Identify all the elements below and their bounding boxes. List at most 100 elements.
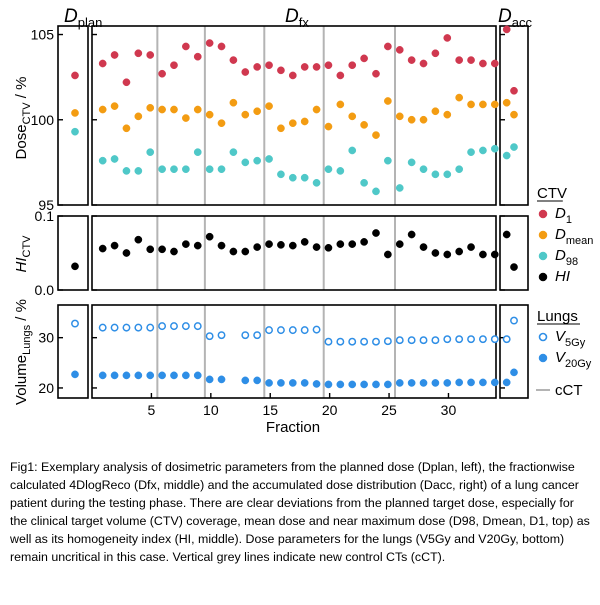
point-HI	[336, 240, 345, 248]
point-Dmean	[300, 117, 309, 126]
point-D1	[431, 49, 440, 58]
point-D1	[300, 63, 309, 71]
plan-point-V5Gy	[71, 319, 79, 328]
point-V20Gy	[312, 380, 321, 388]
point-HI	[360, 238, 368, 246]
point-D98	[110, 155, 119, 163]
point-D98	[372, 187, 380, 196]
point-D98	[419, 165, 428, 174]
point-D98	[360, 178, 368, 187]
point-V5Gy	[502, 335, 511, 344]
x-tick-label: 30	[441, 402, 457, 418]
legend-marker-D1	[538, 209, 548, 219]
point-D98	[158, 165, 166, 174]
point-V20Gy	[479, 378, 487, 387]
legend-label-V20Gy: V20Gy	[555, 349, 592, 370]
point-V5Gy	[336, 337, 345, 346]
y-labels: DoseCTV / % HICTV VolumeLungs / %	[13, 77, 33, 405]
point-V5Gy	[467, 335, 475, 344]
point-D1	[348, 61, 357, 70]
point-V20Gy	[122, 371, 131, 380]
point-Dmean	[431, 107, 440, 116]
point-D98	[182, 165, 190, 174]
point-V20Gy	[384, 380, 392, 389]
point-Dmean	[395, 112, 404, 121]
point-D98	[98, 156, 107, 165]
point-D98	[324, 165, 333, 174]
acc-point-V5Gy	[510, 316, 518, 325]
point-V5Gy	[300, 326, 309, 335]
point-V20Gy	[395, 379, 404, 387]
point-D1	[217, 42, 226, 51]
point-Dmean	[217, 119, 226, 128]
x-axis-label: Fraction	[266, 419, 320, 436]
point-Dmean	[479, 100, 487, 109]
legend-marker-V5Gy	[538, 332, 548, 342]
point-V20Gy	[110, 371, 119, 380]
point-V5Gy	[288, 326, 297, 335]
point-D1	[193, 52, 202, 61]
x-tick-label: 5	[148, 402, 156, 418]
point-HI	[372, 229, 380, 237]
point-HI	[110, 241, 119, 250]
legend-title-ctv: CTV	[537, 185, 567, 202]
point-V5Gy	[348, 337, 357, 346]
point-D98	[336, 167, 345, 175]
acc-point-Dmean	[510, 110, 518, 119]
legend-label-D98: D98	[555, 247, 578, 268]
plan-point-HI	[71, 262, 79, 271]
point-D1	[122, 78, 131, 87]
point-Dmean	[253, 107, 262, 116]
point-HI	[395, 240, 404, 248]
point-V20Gy	[455, 378, 464, 387]
point-Dmean	[170, 105, 178, 114]
point-V20Gy	[98, 371, 107, 380]
point-D98	[265, 155, 273, 163]
lungs-panel: 20 30 5 10 15 20 25 30	[38, 304, 529, 418]
point-HI	[158, 245, 166, 254]
point-V5Gy	[134, 323, 143, 332]
point-HI	[455, 247, 464, 256]
point-V5Gy	[98, 323, 107, 332]
point-V20Gy	[336, 380, 345, 389]
y-tick-label: 105	[31, 27, 55, 43]
legend-label-cct: cCT	[555, 382, 583, 399]
figure: Dplan Dfx Dacc 95 100 105 0.0 0.1 20 30 5 10 15…	[13, 6, 593, 436]
header-fx-sub: fx	[299, 15, 310, 30]
y-tick-label: 20	[38, 380, 54, 396]
y-tick-label: 0.0	[35, 282, 55, 298]
point-D98	[455, 165, 464, 174]
point-V5Gy	[146, 323, 155, 332]
point-HI	[170, 247, 178, 256]
point-V20Gy	[205, 375, 214, 384]
point-D1	[312, 63, 321, 71]
y-tick-label: 95	[38, 197, 54, 213]
point-V5Gy	[419, 336, 428, 345]
point-HI	[407, 230, 416, 239]
point-D1	[265, 61, 273, 70]
legend-label-HI: HI	[555, 268, 570, 285]
point-HI	[253, 243, 262, 251]
point-V5Gy	[158, 322, 167, 331]
point-Dmean	[110, 102, 119, 110]
point-D98	[205, 165, 214, 174]
point-D1	[158, 69, 166, 78]
point-D98	[395, 184, 404, 192]
point-V5Gy	[193, 322, 202, 331]
legend-marker-Dmean	[538, 230, 548, 240]
point-V5Gy	[122, 323, 131, 332]
point-Dmean	[229, 98, 238, 107]
point-Dmean	[182, 114, 190, 122]
point-D98	[241, 158, 250, 167]
y-tick-label: 30	[38, 330, 54, 346]
point-V20Gy	[265, 379, 273, 387]
point-D98	[170, 165, 178, 174]
header-fx-base: D	[285, 6, 299, 27]
point-Dmean	[467, 100, 475, 109]
point-HI	[98, 244, 107, 253]
point-V5Gy	[490, 335, 499, 344]
point-HI	[193, 241, 202, 250]
point-V5Gy	[383, 337, 392, 346]
point-Dmean	[122, 124, 131, 133]
point-D98	[253, 156, 262, 165]
